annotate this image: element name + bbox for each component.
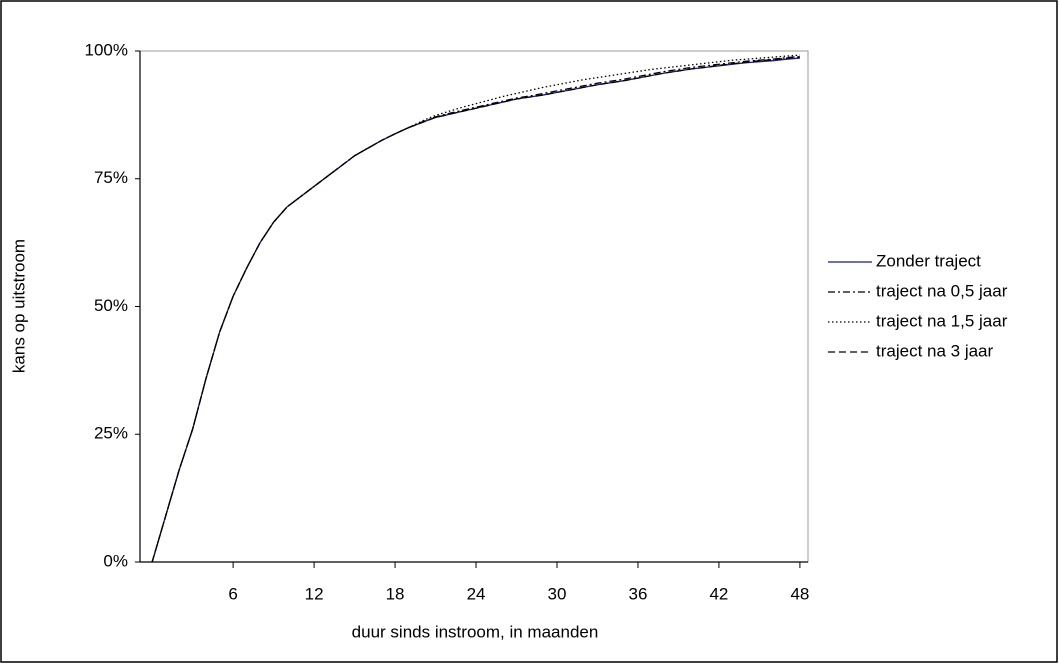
series-line	[151, 56, 800, 563]
x-tick-label: 6	[228, 584, 237, 603]
y-tick-label: 50%	[94, 296, 128, 315]
series-line	[151, 54, 800, 563]
x-tick-label: 24	[467, 584, 486, 603]
legend-label: traject na 1,5 jaar	[876, 311, 1008, 330]
y-tick-label: 75%	[94, 168, 128, 187]
y-tick-label: 25%	[94, 424, 128, 443]
legend-label: traject na 0,5 jaar	[876, 281, 1008, 300]
x-tick-label: 30	[548, 584, 567, 603]
x-tick-label: 18	[386, 584, 405, 603]
y-tick-label: 0%	[103, 551, 128, 570]
x-tick-label: 36	[629, 584, 648, 603]
legend-label: traject na 3 jaar	[876, 341, 994, 360]
legend-label: Zonder traject	[876, 251, 981, 270]
x-tick-label: 48	[790, 584, 809, 603]
y-axis-title: kans op uitstroom	[9, 239, 28, 373]
x-axis-title: duur sinds instroom, in maanden	[352, 622, 599, 641]
x-tick-label: 12	[305, 584, 324, 603]
y-tick-label: 100%	[85, 40, 128, 59]
x-tick-label: 42	[709, 584, 728, 603]
